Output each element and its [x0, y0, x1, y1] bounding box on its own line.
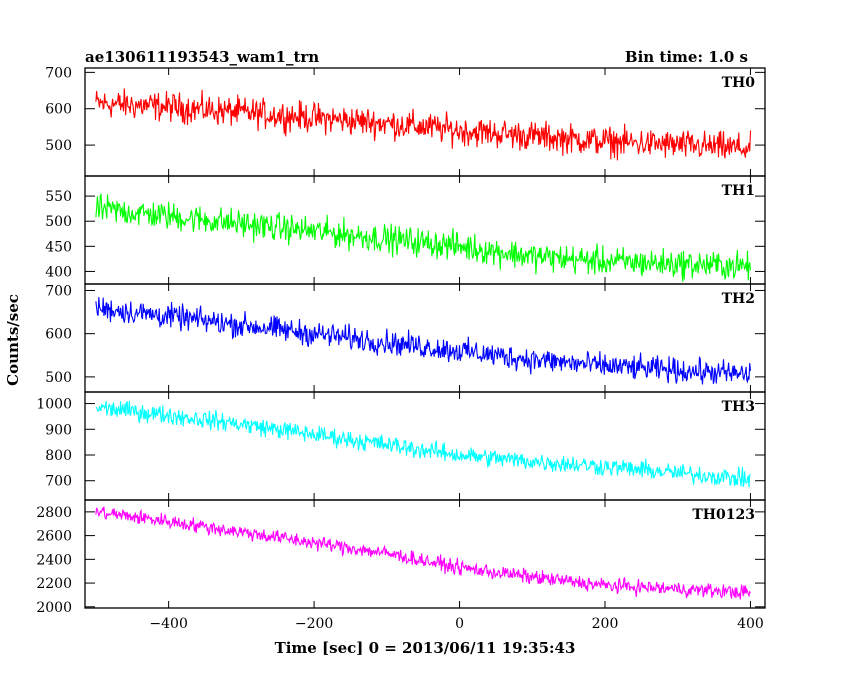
- panel-frame-th2: [84, 283, 766, 393]
- y-tick-label: 2400: [36, 552, 72, 568]
- x-tick-label: 400: [737, 616, 764, 632]
- trace-th1: [95, 192, 752, 282]
- y-tick-label: 2600: [36, 529, 72, 545]
- y-tick-label: 400: [45, 264, 72, 280]
- y-tick-label: 600: [45, 102, 72, 118]
- y-tick-label: 500: [45, 370, 72, 386]
- y-tick-label: 600: [45, 327, 72, 343]
- panel-label-th3: TH3: [722, 399, 755, 415]
- x-tick-label: −200: [295, 616, 333, 632]
- trace-th0123: [95, 506, 751, 600]
- y-axis-label: Counts/sec: [4, 294, 22, 386]
- y-tick-label: 550: [45, 189, 72, 205]
- panel-label-th2: TH2: [722, 291, 755, 307]
- panel-label-th0: TH0: [722, 75, 756, 91]
- panel-label-th0123: TH0123: [692, 507, 755, 523]
- x-tick-label: −400: [149, 616, 187, 632]
- trace-th3: [95, 400, 751, 488]
- trace-th0: [95, 88, 752, 161]
- x-tick-label: 200: [592, 616, 619, 632]
- figure-title: ae130611193543_wam1_trn: [85, 48, 319, 66]
- y-tick-label: 1000: [36, 397, 72, 413]
- y-tick-label: 800: [45, 448, 72, 464]
- y-tick-label: 2200: [36, 576, 72, 592]
- x-axis-label: Time [sec] 0 = 2013/06/11 19:35:43: [275, 639, 576, 657]
- panel-label-th1: TH1: [722, 183, 755, 199]
- y-tick-label: 450: [45, 239, 72, 255]
- y-tick-label: 700: [45, 283, 72, 299]
- y-tick-label: 900: [45, 422, 72, 438]
- y-tick-label: 700: [45, 65, 72, 81]
- y-tick-label: 500: [45, 138, 72, 154]
- y-tick-label: 2800: [36, 505, 72, 521]
- panel-frame-th0123: [84, 499, 766, 609]
- panel-frame-th3: [84, 391, 766, 501]
- y-tick-label: 500: [45, 214, 72, 230]
- trace-th2: [95, 297, 752, 385]
- x-tick-label: 0: [455, 616, 464, 632]
- bin-time-label: Bin time: 1.0 s: [625, 48, 748, 66]
- panels-group: 500 600 700 TH0 400 450 500 550 TH1 500 600 700 TH2 7…: [36, 65, 766, 632]
- y-tick-label: 2000: [36, 600, 72, 616]
- y-tick-label: 700: [45, 474, 72, 490]
